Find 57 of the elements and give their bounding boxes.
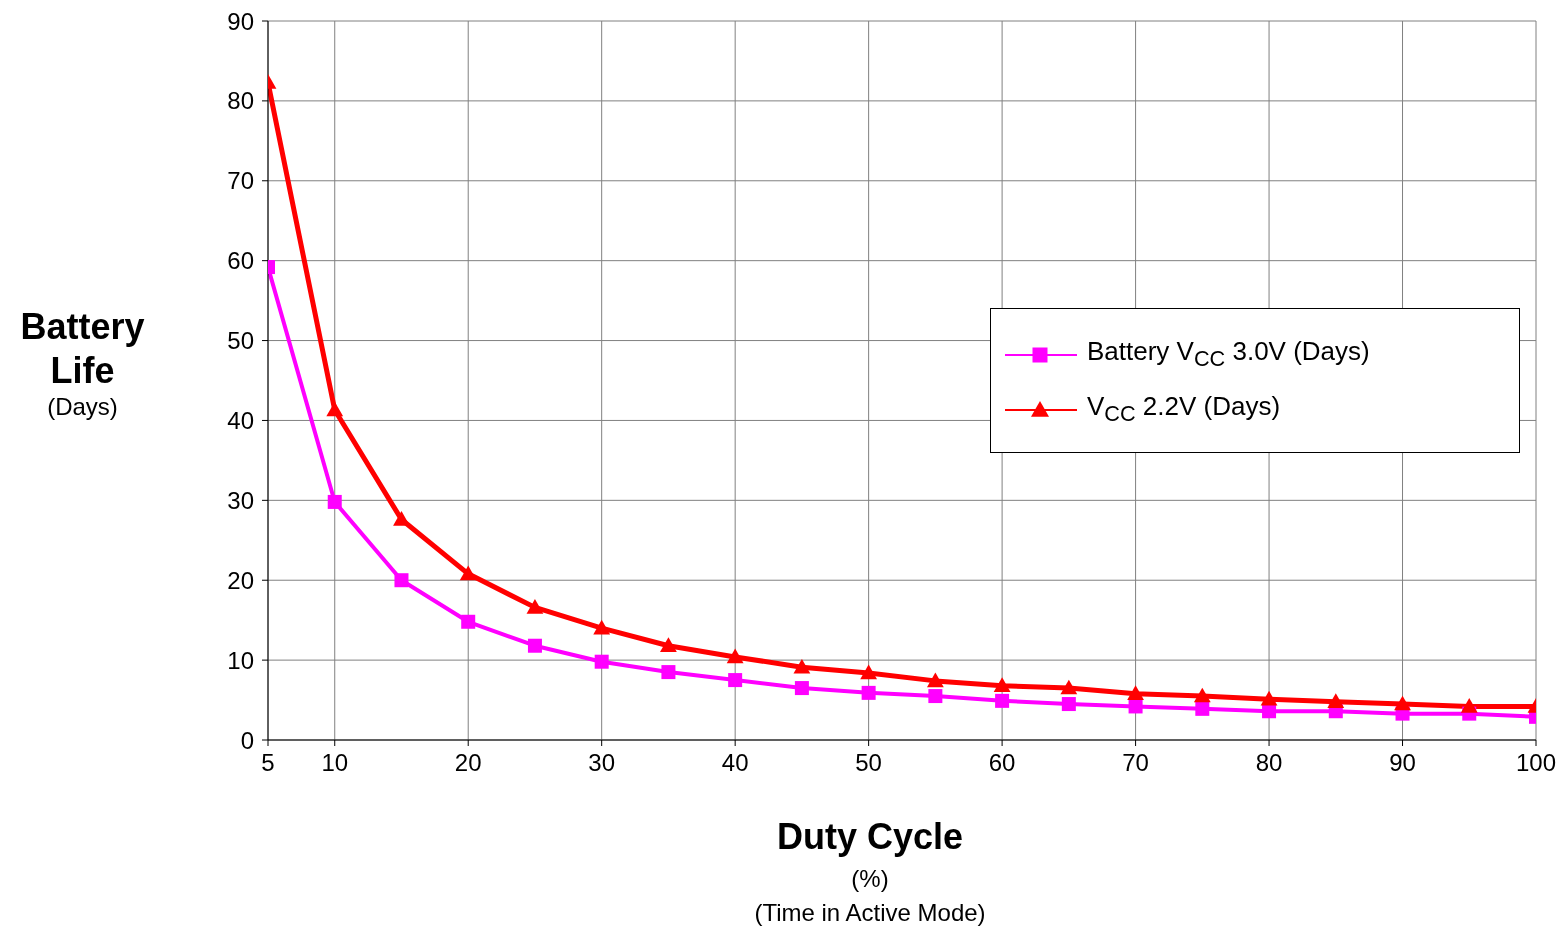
point	[1260, 690, 1278, 706]
y-tick-label: 0	[240, 726, 254, 754]
point	[661, 665, 676, 680]
point	[926, 672, 944, 688]
point	[1061, 697, 1076, 712]
y-tick-label: 40	[227, 406, 254, 434]
point	[793, 658, 811, 674]
legend-label: V$_{CC}$ 2.2V (Days)	[1087, 391, 1281, 428]
y-tick-label: 70	[227, 167, 254, 195]
x-tick-label: 5	[261, 749, 275, 777]
x-tick-label: 40	[721, 749, 749, 777]
x-tick-label: 50	[855, 749, 882, 777]
point	[459, 565, 477, 581]
point	[1394, 695, 1411, 711]
x-axis-title: Duty Cycle (%) (Time in Active Mode)	[753, 815, 987, 928]
y-tick-label: 30	[227, 486, 254, 514]
x-tick-label: 30	[588, 749, 616, 777]
point	[728, 673, 743, 688]
point	[593, 619, 611, 635]
point	[1193, 687, 1211, 703]
x-tick-label: 80	[1255, 749, 1283, 777]
point	[794, 681, 809, 696]
point	[394, 573, 409, 588]
point	[928, 689, 943, 704]
x-tick-label: 100	[1515, 749, 1557, 777]
point	[1128, 699, 1143, 714]
point	[860, 664, 878, 680]
point	[993, 677, 1011, 692]
point	[1327, 693, 1345, 708]
point	[526, 598, 544, 614]
point	[1460, 698, 1478, 713]
y-tick-label: 80	[227, 87, 254, 115]
point	[1195, 701, 1210, 716]
point	[594, 654, 609, 669]
y-tick-label: 10	[227, 646, 254, 674]
x-tick-label: 20	[454, 749, 482, 777]
point	[660, 637, 677, 653]
x-tick-label: 60	[988, 749, 1016, 777]
y-tick-label: 50	[227, 327, 254, 355]
x-tick-label: 70	[1122, 749, 1149, 777]
x-tick-label: 90	[1389, 749, 1416, 777]
point	[461, 614, 476, 629]
y-tick-label: 90	[227, 7, 254, 35]
y-axis-title: Battery Life (Days)	[19, 305, 146, 421]
point	[1127, 685, 1144, 700]
point	[326, 401, 344, 417]
point	[527, 638, 542, 653]
legend-label: Battery V$_{CC}$ 3.0V (Days)	[1087, 336, 1370, 373]
y-tick-label: 20	[227, 566, 254, 594]
point	[327, 494, 342, 509]
point	[861, 685, 876, 700]
x-tick-label: 10	[321, 749, 349, 777]
y-tick-label: 60	[227, 247, 254, 275]
point	[995, 693, 1010, 708]
point	[726, 648, 744, 664]
point	[1060, 679, 1078, 695]
point	[393, 511, 410, 526]
